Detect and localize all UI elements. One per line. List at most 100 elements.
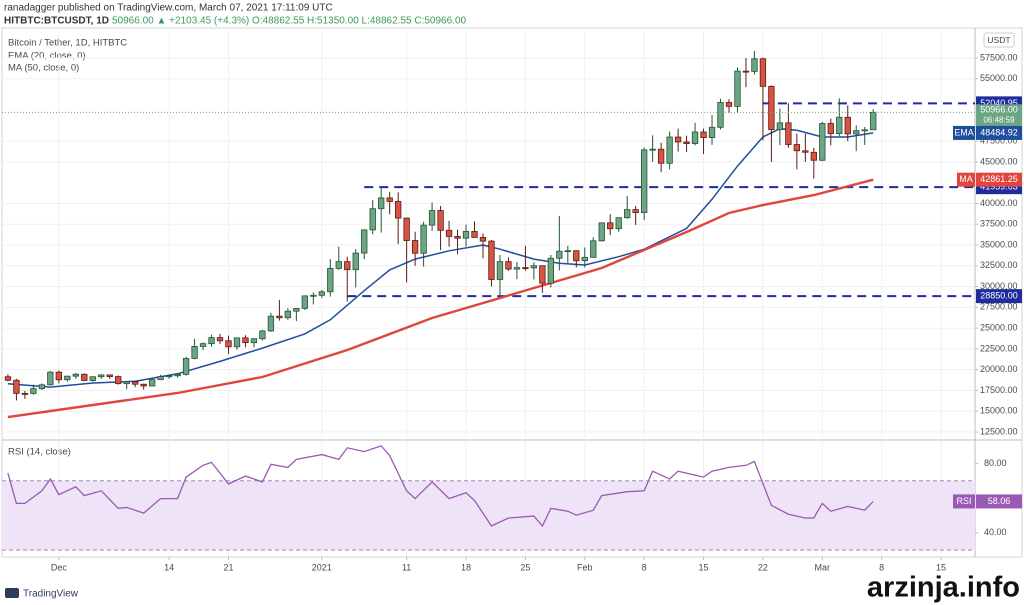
x-tick-label: 25 — [520, 562, 530, 572]
candle-body — [191, 346, 198, 359]
candle-body — [199, 343, 207, 347]
candle-body — [454, 236, 461, 239]
y-tick-label: 15000.00 — [980, 406, 1018, 416]
candle-body — [844, 116, 851, 135]
y-tick-label: 20000.00 — [980, 364, 1018, 374]
candle-body — [148, 379, 156, 387]
candle-body — [870, 111, 877, 131]
candle-body — [666, 136, 673, 164]
last-price-label: 50966.00 — [980, 105, 1018, 115]
candle-body — [725, 102, 733, 107]
candle-body — [259, 330, 266, 340]
brand-logo — [5, 588, 19, 598]
candle-body — [819, 123, 826, 161]
currency-box[interactable] — [983, 32, 1015, 48]
candle-body — [276, 315, 283, 319]
candle-body — [165, 375, 173, 378]
candle-body — [30, 388, 37, 394]
y-tick-label: 47500.00 — [980, 135, 1018, 145]
candle-body — [21, 392, 29, 395]
candle-body — [564, 250, 571, 253]
candle-body — [394, 201, 402, 219]
rsi-value-label: 58.06 — [988, 496, 1011, 506]
x-tick-label: 8 — [879, 562, 884, 572]
x-tick-label: 2021 — [312, 562, 332, 572]
x-tick-label: 22 — [758, 562, 768, 572]
candle-body — [318, 291, 325, 296]
x-tick-label: Feb — [577, 562, 593, 572]
candle-body — [361, 229, 368, 254]
candle-body — [649, 148, 656, 151]
candle-body — [853, 130, 860, 135]
candle-body — [242, 337, 249, 344]
ma-line — [7, 127, 874, 388]
candle-body — [708, 126, 716, 138]
candle-body — [72, 373, 79, 377]
candle-body — [751, 58, 758, 72]
candle-body — [547, 257, 555, 284]
countdown: 06:48:59 — [983, 115, 1015, 124]
ma-tag-box — [957, 172, 975, 187]
candle-body — [522, 267, 529, 270]
candle-body — [810, 151, 817, 161]
ma-value-label: 48484.92 — [980, 127, 1018, 137]
logo-icon — [5, 588, 19, 598]
candle-body — [115, 376, 122, 385]
currency: USDT — [987, 35, 1010, 45]
y-tick-label: 12500.00 — [980, 426, 1018, 436]
rsi-tick-label: 40.00 — [984, 527, 1007, 537]
candle-body — [411, 240, 419, 254]
ma-legend: MA (50, close, 0) — [8, 63, 79, 74]
x-tick-label: 11 — [402, 562, 411, 572]
candle-body — [785, 122, 792, 145]
rsi-band — [2, 480, 975, 551]
candle-body — [386, 197, 393, 202]
y-tick-label: 57500.00 — [980, 52, 1018, 62]
candle-body — [445, 229, 453, 237]
ema-legend: EMA (20, close, 0) — [8, 51, 86, 62]
candle-body — [590, 240, 597, 258]
rsi-tick-label: 80.00 — [984, 458, 1007, 468]
candle-body — [691, 131, 699, 145]
candle-body — [369, 208, 376, 231]
candle-body — [352, 252, 359, 271]
x-tick-label: 18 — [461, 562, 471, 572]
candle-body — [284, 310, 292, 319]
x-tick-label: 21 — [223, 562, 233, 572]
rsi-value-box — [976, 494, 1022, 509]
y-tick-label: 40000.00 — [980, 198, 1018, 208]
x-tick-label: Mar — [815, 562, 831, 572]
candle-body — [38, 384, 46, 390]
candle-body — [861, 129, 868, 132]
candle-body — [827, 123, 834, 135]
candle-body — [106, 374, 113, 377]
rsi-line — [7, 445, 874, 528]
candle-body — [488, 240, 495, 280]
level-label: 52040.95 — [980, 98, 1018, 108]
quote: 50966.00 ▲ +2103.45 (+4.3%) O:48862.55 H… — [112, 16, 467, 27]
ma-tag: MA — [959, 174, 973, 184]
ma-value-label: 42861.25 — [980, 174, 1018, 184]
watermark: arzinja.info — [867, 572, 1020, 604]
candle-body — [768, 85, 775, 131]
candle-body — [802, 150, 809, 153]
candle-body — [573, 250, 580, 262]
candle-body — [301, 295, 309, 309]
candle-body — [513, 267, 521, 270]
candle-body — [174, 373, 181, 377]
ma-value-box — [976, 172, 1022, 187]
ma-value-box — [976, 125, 1022, 140]
candle-body — [836, 116, 843, 135]
ma-tag: EMA — [954, 127, 974, 137]
candle-body — [293, 308, 300, 312]
candle-body — [581, 256, 588, 262]
y-tick-label: 35000.00 — [980, 239, 1018, 249]
candle-body — [98, 374, 105, 378]
candle-body — [505, 261, 512, 270]
candle-body — [479, 237, 487, 242]
candle-body — [250, 338, 258, 344]
ma-tag-box — [953, 125, 975, 140]
chart-title: Bitcoin / Tether, 1D, HITBTC — [8, 38, 127, 49]
publisher-line: ranadagger published on TradingView.com,… — [4, 3, 333, 14]
